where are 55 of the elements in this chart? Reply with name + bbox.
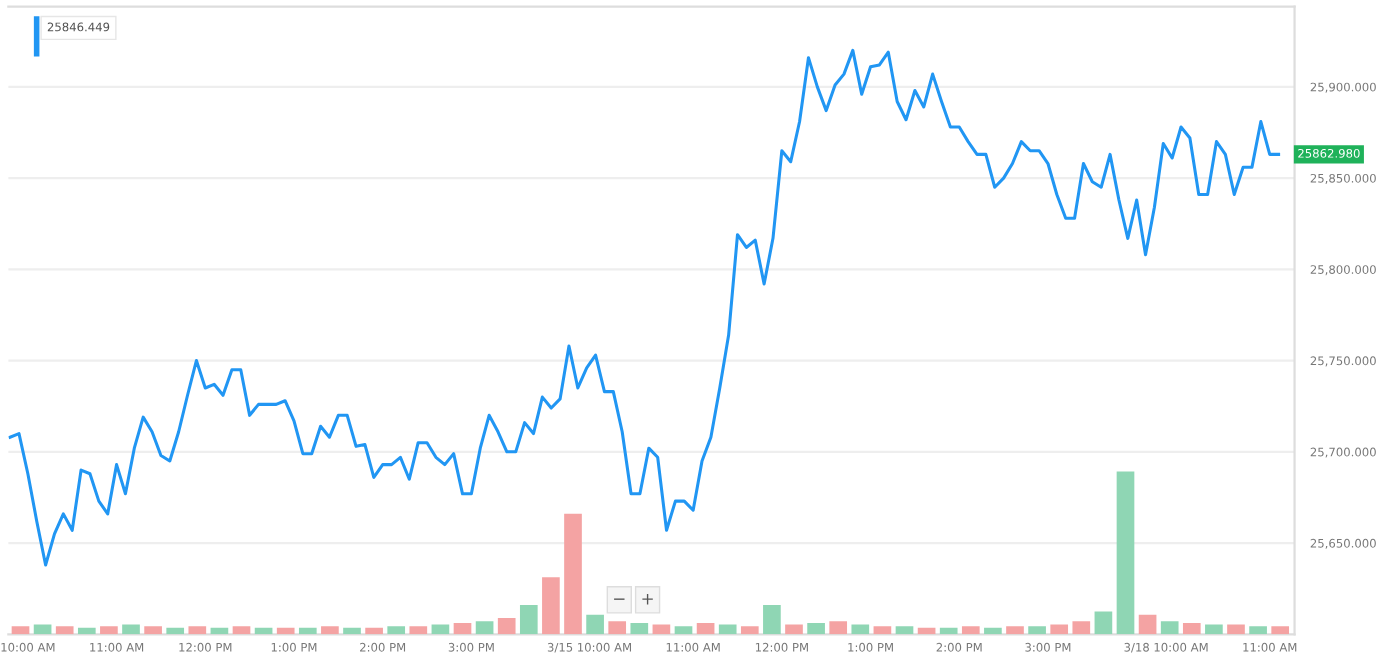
bar	[55, 626, 74, 635]
bar	[1227, 624, 1245, 635]
bar	[276, 627, 295, 635]
bar	[763, 604, 781, 635]
bar	[895, 626, 914, 635]
bar	[1249, 626, 1267, 635]
bar	[77, 627, 96, 635]
bar	[1050, 624, 1069, 635]
bar	[961, 626, 980, 635]
bar	[586, 614, 604, 635]
bar	[188, 626, 207, 635]
bar	[1182, 622, 1201, 635]
bar	[542, 577, 560, 635]
bar	[1006, 626, 1024, 635]
bar	[365, 627, 383, 635]
bar	[564, 513, 582, 635]
annotation: −	[614, 598, 625, 600]
bar	[1094, 611, 1113, 635]
bar	[475, 621, 494, 635]
bar	[166, 627, 185, 635]
bar	[387, 626, 406, 635]
bar	[696, 622, 715, 635]
annotation: +	[642, 593, 653, 605]
bar	[343, 627, 361, 635]
bar	[100, 626, 118, 635]
bar	[321, 626, 339, 635]
bar	[1028, 626, 1046, 635]
bar	[829, 621, 848, 635]
bar	[144, 626, 162, 635]
bar	[718, 624, 737, 635]
bar	[873, 626, 892, 635]
bar	[298, 627, 317, 635]
bar	[232, 626, 251, 635]
bar	[122, 624, 140, 635]
bar	[785, 624, 803, 635]
bar	[453, 622, 472, 635]
bar	[1205, 624, 1223, 635]
bar	[1271, 626, 1290, 635]
bar	[807, 622, 825, 635]
bar	[519, 604, 538, 635]
bar	[1138, 614, 1157, 635]
line-series	[8, 48, 1281, 567]
bar	[1160, 621, 1179, 635]
bar	[608, 621, 627, 635]
bar	[630, 622, 649, 635]
bar	[851, 624, 870, 635]
bar	[1072, 621, 1091, 635]
bar	[11, 626, 30, 635]
bar	[409, 626, 428, 635]
bar	[939, 627, 958, 635]
bar	[984, 627, 1002, 635]
bar	[1116, 471, 1135, 635]
bar	[674, 626, 693, 635]
bar	[740, 626, 759, 635]
bar	[497, 618, 516, 635]
